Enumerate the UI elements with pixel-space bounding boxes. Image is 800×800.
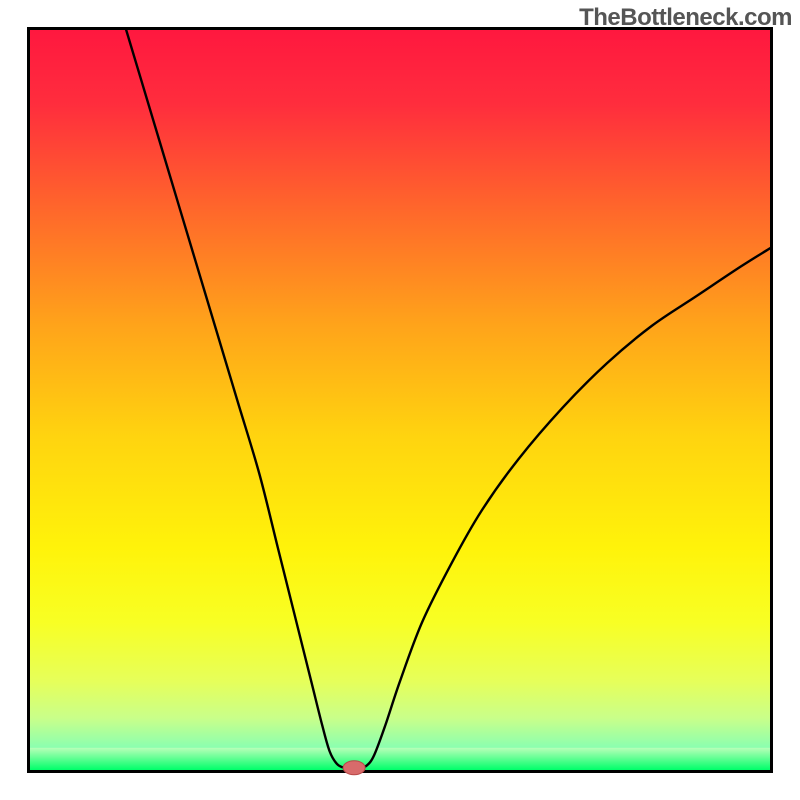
chart-wrapper: TheBottleneck.com — [0, 0, 800, 800]
bottleneck-chart — [0, 0, 800, 800]
watermark-text: TheBottleneck.com — [579, 4, 792, 32]
green-baseline-band — [30, 748, 770, 770]
plot-gradient-background — [30, 30, 770, 770]
optimal-point-marker — [343, 761, 365, 775]
